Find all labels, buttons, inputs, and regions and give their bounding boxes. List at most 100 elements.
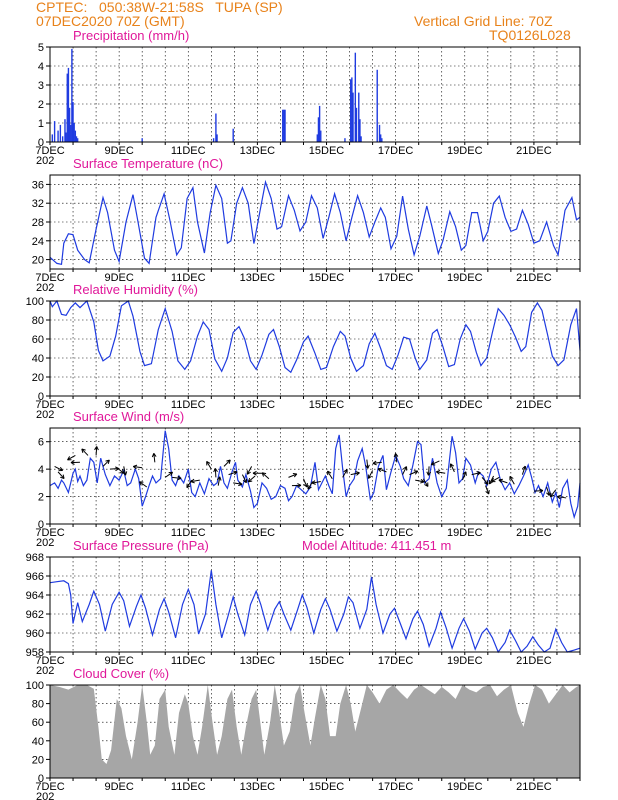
wind-arrow-head (549, 492, 555, 498)
x-tick-label: 17DEC (378, 145, 414, 157)
wind-arrow (395, 453, 398, 463)
y-tick-label: 966 (26, 571, 44, 583)
precip-bar (360, 136, 362, 142)
precip-bar (72, 102, 74, 142)
wind-arrow (247, 475, 256, 483)
precip-bar (216, 134, 218, 142)
x-tick-label: 7DEC (35, 145, 64, 157)
precip-bar (51, 134, 54, 142)
panel-frame (49, 427, 581, 525)
wind-arrow-head (151, 453, 157, 458)
year-label: 202 (36, 282, 54, 294)
x-tick-label: 13DEC (240, 399, 276, 411)
wind-arrow-head (430, 461, 436, 466)
wind-arrow-head (132, 464, 138, 470)
wind-arrow (509, 476, 515, 485)
x-tick-label: 17DEC (378, 272, 414, 284)
wind-arrow (402, 466, 407, 475)
wind-arrow (350, 472, 360, 476)
precip-bar (67, 67, 70, 142)
year-label: 202 (36, 791, 54, 800)
y-tick-label: 80 (32, 315, 44, 327)
panel-frame (49, 300, 581, 397)
wind-arrow (288, 473, 298, 478)
wind-arrow (172, 476, 182, 479)
wind-arrow (214, 468, 217, 478)
x-tick-label: 17DEC (378, 527, 414, 539)
wind-arrow (489, 475, 495, 485)
precip-bar (283, 109, 285, 142)
wind-arrow (246, 466, 253, 475)
wind-arrow-head (402, 466, 408, 471)
wind-arrow-head (449, 463, 455, 468)
x-tick-label: 17DEC (378, 655, 414, 667)
wind-arrow (498, 479, 508, 484)
wind-arrow-head (247, 477, 253, 483)
y-tick-label: 2 (38, 99, 44, 111)
panel-title: Relative Humidity (%) (73, 282, 198, 297)
wind-arrow (241, 474, 247, 483)
y-tick-label: 962 (26, 609, 44, 621)
panel-frame (49, 684, 581, 779)
y-tick-label: 3 (38, 80, 44, 92)
station-header: CPTEC: 050:38W-21:58S TUPA (SP) (36, 0, 283, 15)
y-tick-label: 100 (26, 296, 44, 308)
panel-2: 0 20 40 60 80 100 7DEC 9DEC 11DEC 13DEC 15DEC 17DEC… (26, 282, 581, 421)
y-tick-label: 968 (26, 552, 44, 564)
x-tick-label: 9DEC (104, 399, 133, 411)
wind-arrow-head (186, 483, 191, 489)
y-tick-label: 964 (26, 590, 44, 602)
x-tick-label: 11DEC (171, 781, 206, 793)
y-tick-label: 40 (32, 736, 44, 748)
x-tick-label: 7DEC (35, 272, 64, 284)
panel-title: Surface Pressure (hPa) (73, 538, 209, 553)
wind-arrow (462, 471, 467, 481)
precip-bar (65, 132, 67, 142)
wind-arrow (342, 469, 348, 478)
wind-arrow-head (292, 473, 298, 478)
panel-title: Surface Wind (m/s) (73, 409, 184, 424)
x-tick-label: 7DEC (35, 655, 64, 667)
panel-4: 958 960 962 964 966 968 7DEC 9DEC 11DEC 13DEC 15DE… (26, 538, 581, 677)
y-tick-label: 960 (26, 628, 44, 640)
wind-arrow (436, 471, 446, 474)
wind-arrow-head (521, 465, 527, 471)
year-label: 202 (36, 155, 54, 167)
year-label: 202 (36, 409, 54, 421)
x-tick-label: 21DEC (516, 781, 552, 793)
wind-arrow (450, 463, 455, 473)
wind-arrow (521, 465, 526, 475)
wind-arrow-head (67, 456, 72, 461)
x-tick-label: 17DEC (378, 399, 414, 411)
wind-arrow (233, 482, 243, 485)
wind-arrow (422, 478, 429, 487)
precip-bar (71, 48, 73, 142)
precip-bar (317, 117, 320, 142)
panel-3: 0 2 4 6 7DEC 9DEC 11DEC 13DEC 15DEC 17DEC 19DEC 21D… (35, 409, 581, 549)
wind-arrow-head (509, 475, 514, 481)
x-tick-label: 13DEC (240, 781, 276, 793)
x-tick-label: 21DEC (516, 655, 552, 667)
model-id: TQ0126L028 (489, 27, 571, 43)
wind-arrow (303, 478, 308, 488)
wind-arrow (481, 477, 489, 485)
precip-bar (215, 113, 217, 142)
precip-bar (352, 92, 354, 142)
precip-bar (57, 130, 59, 142)
precip-bar (68, 107, 71, 142)
y-tick-label: 20 (32, 255, 44, 267)
x-tick-label: 11DEC (171, 655, 206, 667)
wind-arrow (327, 470, 333, 480)
wind-arrow (123, 466, 127, 476)
wind-arrow-head (372, 460, 377, 466)
wind-arrow-head (261, 472, 267, 477)
precip-bar (59, 124, 62, 142)
y-tick-label: 60 (32, 717, 44, 729)
x-tick-label: 11DEC (171, 527, 206, 539)
wind-arrow (206, 461, 212, 470)
x-tick-label: 11DEC (171, 399, 206, 411)
wind-arrow-head (297, 483, 302, 488)
x-tick-label: 7DEC (35, 527, 64, 539)
wind-arrow (81, 448, 89, 456)
